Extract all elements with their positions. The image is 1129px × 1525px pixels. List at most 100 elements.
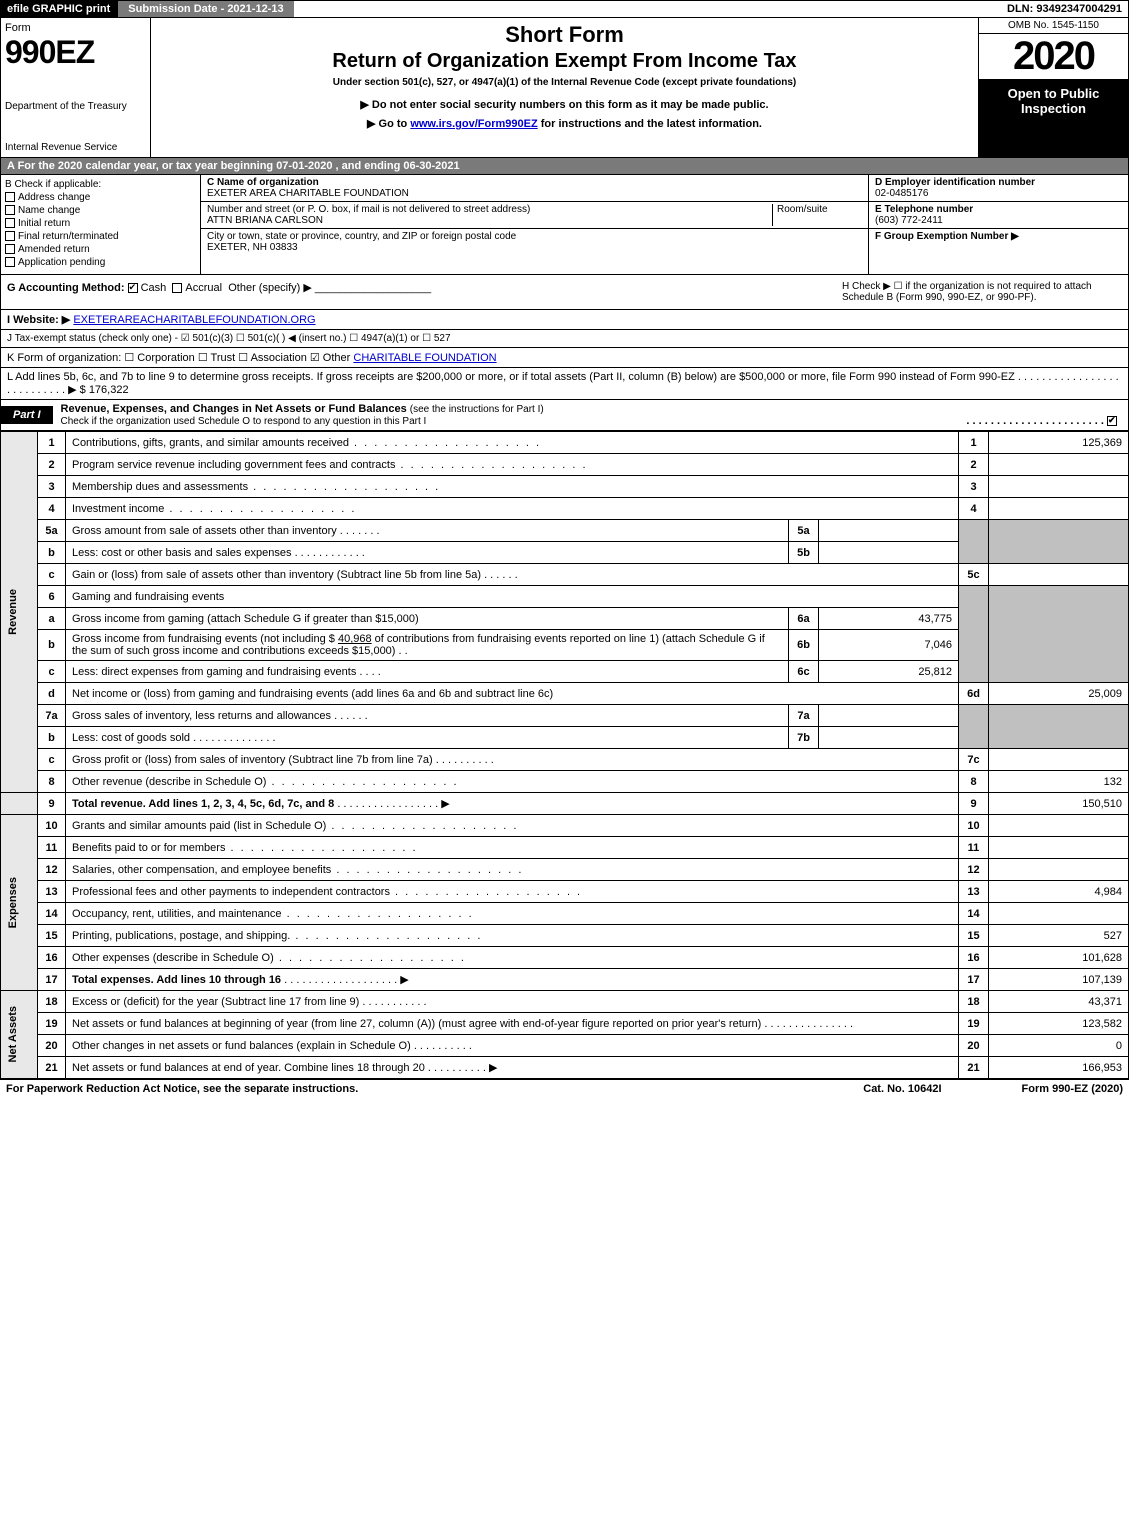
- chk-address-change[interactable]: Address change: [5, 192, 196, 203]
- l2-num: 2: [38, 454, 66, 476]
- k-text: K Form of organization: ☐ Corporation ☐ …: [7, 352, 353, 364]
- k-link[interactable]: CHARITABLE FOUNDATION: [353, 352, 496, 364]
- side-expenses: Expenses: [1, 815, 38, 991]
- chk-name-change[interactable]: Name change: [5, 205, 196, 216]
- l18-val: 43,371: [989, 991, 1129, 1013]
- l3-num: 3: [38, 476, 66, 498]
- l20-desc: Other changes in net assets or fund bala…: [66, 1035, 959, 1057]
- l19-num: 19: [38, 1013, 66, 1035]
- l9-num: 9: [38, 793, 66, 815]
- header-right: OMB No. 1545-1150 2020 Open to Public In…: [978, 18, 1128, 157]
- l15-desc: Printing, publications, postage, and shi…: [66, 925, 959, 947]
- chk-amended-return[interactable]: Amended return: [5, 244, 196, 255]
- c-addr-label: Number and street (or P. O. box, if mail…: [207, 204, 772, 215]
- l6d-num: d: [38, 683, 66, 705]
- c-name-row: C Name of organization EXETER AREA CHARI…: [201, 175, 868, 202]
- tel-block: E Telephone number (603) 772-2411: [869, 202, 1128, 229]
- l12-val: [989, 859, 1129, 881]
- l6a-desc: Gross income from gaming (attach Schedul…: [66, 608, 789, 630]
- l13-lbl: 13: [959, 881, 989, 903]
- l7c-lbl: 7c: [959, 749, 989, 771]
- tel-label: E Telephone number: [875, 204, 1122, 215]
- l5b-sl: 5b: [789, 542, 819, 564]
- form-header: Form 990EZ Department of the Treasury In…: [0, 18, 1129, 158]
- l5ab-gray: [959, 520, 989, 564]
- short-form-title: Short Form: [159, 22, 970, 48]
- l11-val: [989, 837, 1129, 859]
- l6a-sv: 43,775: [819, 608, 959, 630]
- l19-lbl: 19: [959, 1013, 989, 1035]
- grp-label: F Group Exemption Number ▶: [875, 231, 1019, 242]
- form-number: 990EZ: [5, 34, 146, 71]
- submission-date: Submission Date - 2021-12-13: [116, 1, 293, 17]
- row-a: A For the 2020 calendar year, or tax yea…: [0, 158, 1129, 175]
- l1-num: 1: [38, 432, 66, 454]
- l8-desc: Other revenue (describe in Schedule O): [66, 771, 959, 793]
- chk-cash[interactable]: [128, 283, 138, 293]
- lines-table: Revenue 1 Contributions, gifts, grants, …: [0, 431, 1129, 1079]
- goto-link[interactable]: www.irs.gov/Form990EZ: [410, 118, 537, 130]
- l5c-num: c: [38, 564, 66, 586]
- goto-post: for instructions and the latest informat…: [538, 118, 762, 130]
- l5ab-gray2: [989, 520, 1129, 564]
- l12-desc: Salaries, other compensation, and employ…: [66, 859, 959, 881]
- l16-desc: Other expenses (describe in Schedule O): [66, 947, 959, 969]
- group-exemption: F Group Exemption Number ▶: [869, 229, 1128, 274]
- l21-desc: Net assets or fund balances at end of ye…: [66, 1057, 959, 1079]
- chk-application-pending[interactable]: Application pending: [5, 257, 196, 268]
- ein-block: D Employer identification number 02-0485…: [869, 175, 1128, 202]
- l6d-val: 25,009: [989, 683, 1129, 705]
- part1-sub: (see the instructions for Part I): [410, 404, 544, 415]
- l20-lbl: 20: [959, 1035, 989, 1057]
- chk-final-return[interactable]: Final return/terminated: [5, 231, 196, 242]
- l6c-sl: 6c: [789, 661, 819, 683]
- l2-lbl: 2: [959, 454, 989, 476]
- l16-num: 16: [38, 947, 66, 969]
- l12-num: 12: [38, 859, 66, 881]
- ein-label: D Employer identification number: [875, 177, 1122, 188]
- l10-num: 10: [38, 815, 66, 837]
- side-rev-end: [1, 793, 38, 815]
- part1-check: Check if the organization used Schedule …: [61, 416, 427, 427]
- l12-lbl: 12: [959, 859, 989, 881]
- l5a-num: 5a: [38, 520, 66, 542]
- l21-lbl: 21: [959, 1057, 989, 1079]
- l17-num: 17: [38, 969, 66, 991]
- efile-label: efile GRAPHIC print: [1, 1, 116, 17]
- l13-desc: Professional fees and other payments to …: [66, 881, 959, 903]
- g-label: G Accounting Method:: [7, 282, 125, 294]
- l9-val: 150,510: [989, 793, 1129, 815]
- l10-lbl: 10: [959, 815, 989, 837]
- return-title: Return of Organization Exempt From Incom…: [159, 50, 970, 73]
- top-bar: efile GRAPHIC print Submission Date - 20…: [0, 0, 1129, 18]
- l8-lbl: 8: [959, 771, 989, 793]
- chk-initial-return[interactable]: Initial return: [5, 218, 196, 229]
- tel-value: (603) 772-2411: [875, 215, 1122, 226]
- l5b-desc: Less: cost or other basis and sales expe…: [66, 542, 789, 564]
- department: Department of the Treasury: [5, 101, 146, 112]
- l17-desc: Total expenses. Add lines 10 through 16 …: [66, 969, 959, 991]
- form-word: Form: [5, 22, 146, 34]
- website-link[interactable]: EXETERAREACHARITABLEFOUNDATION.ORG: [73, 314, 315, 326]
- l20-val: 0: [989, 1035, 1129, 1057]
- l16-val: 101,628: [989, 947, 1129, 969]
- l6b-sl: 6b: [789, 630, 819, 661]
- chk-accrual[interactable]: [172, 283, 182, 293]
- c-city-label: City or town, state or province, country…: [207, 231, 862, 242]
- col-b: B Check if applicable: Address change Na…: [1, 175, 201, 274]
- l6-desc: Gaming and fundraising events: [66, 586, 959, 608]
- chk-schedule-o[interactable]: [1107, 416, 1117, 426]
- l6-num: 6: [38, 586, 66, 608]
- l7c-num: c: [38, 749, 66, 771]
- h-schedule-b: H Check ▶ ☐ if the organization is not r…: [842, 281, 1122, 303]
- l19-val: 123,582: [989, 1013, 1129, 1035]
- l8-val: 132: [989, 771, 1129, 793]
- l5b-num: b: [38, 542, 66, 564]
- l10-desc: Grants and similar amounts paid (list in…: [66, 815, 959, 837]
- ein-value: 02-0485176: [875, 188, 1122, 199]
- part1-title: Revenue, Expenses, and Changes in Net As…: [53, 400, 1128, 430]
- l7b-sl: 7b: [789, 727, 819, 749]
- b-header: B Check if applicable:: [5, 179, 196, 190]
- l11-lbl: 11: [959, 837, 989, 859]
- l5c-val: [989, 564, 1129, 586]
